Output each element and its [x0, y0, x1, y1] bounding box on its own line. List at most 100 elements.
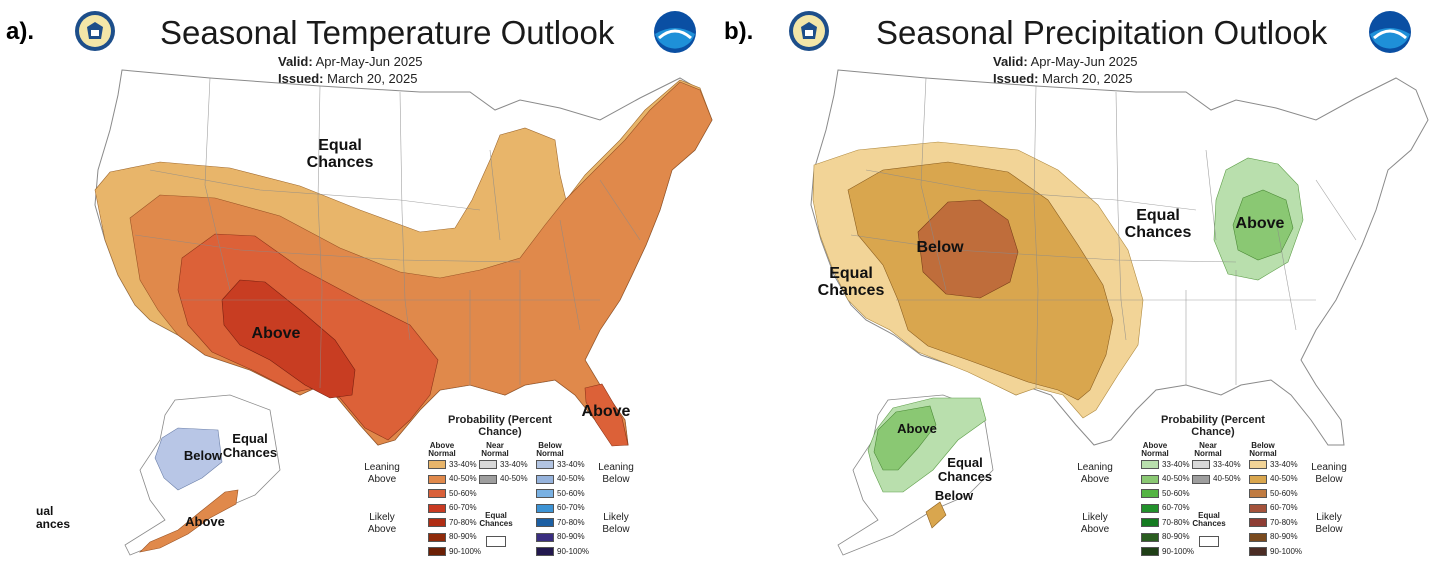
- label-below-colorado: Below: [916, 239, 964, 256]
- label-above-alaska: Above: [185, 514, 225, 529]
- legend-swatch-above: [428, 503, 446, 513]
- temperature-outlook-panel: a). Seasonal Temperature Outlook Valid: …: [0, 0, 717, 567]
- doc-seal-icon: [789, 11, 829, 51]
- issued-line: Issued: March 20, 2025: [993, 71, 1133, 86]
- legend-swatch-below: [1249, 532, 1267, 542]
- legend-below-head: Below Normal: [1249, 441, 1277, 459]
- legend-swatch-above: [1141, 474, 1159, 484]
- issued-line: Issued: March 20, 2025: [278, 71, 418, 86]
- legend-swatch-near: [1192, 474, 1210, 484]
- noaa-logo-icon: [654, 11, 696, 53]
- legend-swatch-above: [428, 489, 446, 498]
- precip-below-50: [917, 199, 1019, 299]
- label-equal-chances-north: Equal Chances: [306, 137, 374, 171]
- legend-swatch-above: [1141, 503, 1159, 513]
- legend-swatch-above: [1141, 532, 1159, 542]
- legend-swatch-above: [428, 460, 446, 469]
- legend-range-above: 60-70%: [1162, 503, 1190, 512]
- legend-range-below: 60-70%: [557, 503, 585, 512]
- legend-range-above: 60-70%: [449, 503, 477, 512]
- legend-title: Probability (Percent Chance): [448, 414, 552, 439]
- legend-range-above: 40-50%: [1162, 474, 1190, 483]
- legend-range-below: 60-70%: [1270, 503, 1298, 512]
- alaska-below-area: [154, 427, 223, 491]
- legend-above-head: Above Normal: [1141, 441, 1169, 459]
- legend-swatch-near: [479, 460, 497, 469]
- legend-swatch-above: [1141, 460, 1159, 469]
- legend-swatch-near: [479, 474, 497, 484]
- legend-leaning-above: Leaning Above: [364, 462, 400, 485]
- state-lines: [850, 77, 1357, 389]
- legend-range-above: 70-80%: [449, 517, 477, 527]
- legend-range-below: 90-100%: [557, 546, 590, 556]
- legend-range-above: 50-60%: [449, 488, 477, 498]
- legend-leaning-below: Leaning Below: [598, 462, 634, 485]
- legend-swatch-below: [1249, 547, 1267, 556]
- legend-range-below: 50-60%: [1270, 488, 1298, 498]
- temp-60-70: [221, 279, 356, 399]
- legend-swatch-below: [536, 489, 554, 498]
- precipitation-map: [810, 69, 1429, 556]
- legend-range-below: 80-90%: [557, 532, 585, 541]
- legend-swatch-below: [536, 547, 554, 556]
- legend-range-above: 80-90%: [449, 532, 477, 541]
- legend-likely-above: Likely Above: [367, 512, 397, 535]
- legend-range-near: 40-50%: [500, 474, 528, 483]
- label-equal-chances-edge: ual ances: [36, 504, 71, 531]
- legend-range-below: 40-50%: [1270, 474, 1298, 483]
- legend-swatch-above: [428, 474, 446, 484]
- label-above-florida: Above: [581, 403, 631, 420]
- temp-florida-above: [584, 383, 629, 447]
- legend-equal-chances: Equal Chances: [479, 511, 513, 529]
- legend-range-near: 33-40%: [1213, 459, 1241, 469]
- legend-range-above: 80-90%: [1162, 532, 1190, 541]
- legend-swatch-above: [1141, 489, 1159, 498]
- legend-likely-below: Likely Below: [1315, 512, 1343, 535]
- legend-range-near: 33-40%: [500, 459, 528, 469]
- legend-swatch-below: [1249, 460, 1267, 469]
- legend-swatch-below: [1249, 474, 1267, 484]
- legend-range-below: 70-80%: [1270, 517, 1298, 527]
- legend-equal-swatch: [1199, 536, 1219, 547]
- legend-range-near: 40-50%: [1213, 474, 1241, 483]
- legend-swatch-above: [1141, 518, 1159, 527]
- temperature-legend: Probability (Percent Chance) Above Norma…: [360, 412, 646, 564]
- legend-swatch-below: [1249, 518, 1267, 527]
- page-title: Seasonal Temperature Outlook: [160, 14, 615, 51]
- alaska-above-area: [139, 489, 239, 553]
- legend-leaning-above: Leaning Above: [1077, 462, 1113, 485]
- legend-swatch-above: [1141, 547, 1159, 556]
- valid-line: Valid: Apr-May-Jun 2025: [993, 54, 1138, 69]
- label-above-southwest: Above: [251, 325, 301, 342]
- valid-line: Valid: Apr-May-Jun 2025: [278, 54, 423, 69]
- state-lines: [134, 77, 641, 389]
- legend-likely-below: Likely Below: [602, 512, 630, 535]
- legend-range-below: 33-40%: [557, 459, 585, 469]
- legend-below-head: Below Normal: [536, 441, 564, 459]
- legend-equal-swatch: [486, 536, 506, 547]
- panel-label: b).: [724, 18, 754, 45]
- legend-swatch-above: [428, 532, 446, 542]
- legend-range-above: 90-100%: [1162, 546, 1195, 556]
- label-above-ohio-valley: Above: [1235, 215, 1285, 232]
- legend-swatch-below: [1249, 489, 1267, 498]
- panel-label: a).: [6, 18, 35, 45]
- legend-range-below: 90-100%: [1270, 546, 1303, 556]
- temperature-map: [94, 69, 713, 556]
- precipitation-legend: Probability (Percent Chance) Above Norma…: [1073, 412, 1359, 564]
- legend-swatch-below: [536, 532, 554, 542]
- label-equal-chances-alaska: Equal Chances: [937, 455, 993, 484]
- legend-range-below: 80-90%: [1270, 532, 1298, 541]
- doc-seal-icon: [75, 11, 115, 51]
- legend-range-above: 33-40%: [1162, 459, 1190, 469]
- legend-swatch-above: [428, 547, 446, 556]
- legend-equal-chances: Equal Chances: [1192, 511, 1226, 529]
- alaska-below-area: [925, 501, 947, 529]
- precip-above-40: [1232, 189, 1294, 261]
- legend-swatch-below: [536, 518, 554, 527]
- alaska-above-40: [873, 405, 937, 471]
- legend-near-head: Near Normal: [481, 441, 509, 459]
- legend-range-below: 70-80%: [557, 517, 585, 527]
- legend-range-below: 50-60%: [557, 488, 585, 498]
- legend-near-head: Near Normal: [1194, 441, 1222, 459]
